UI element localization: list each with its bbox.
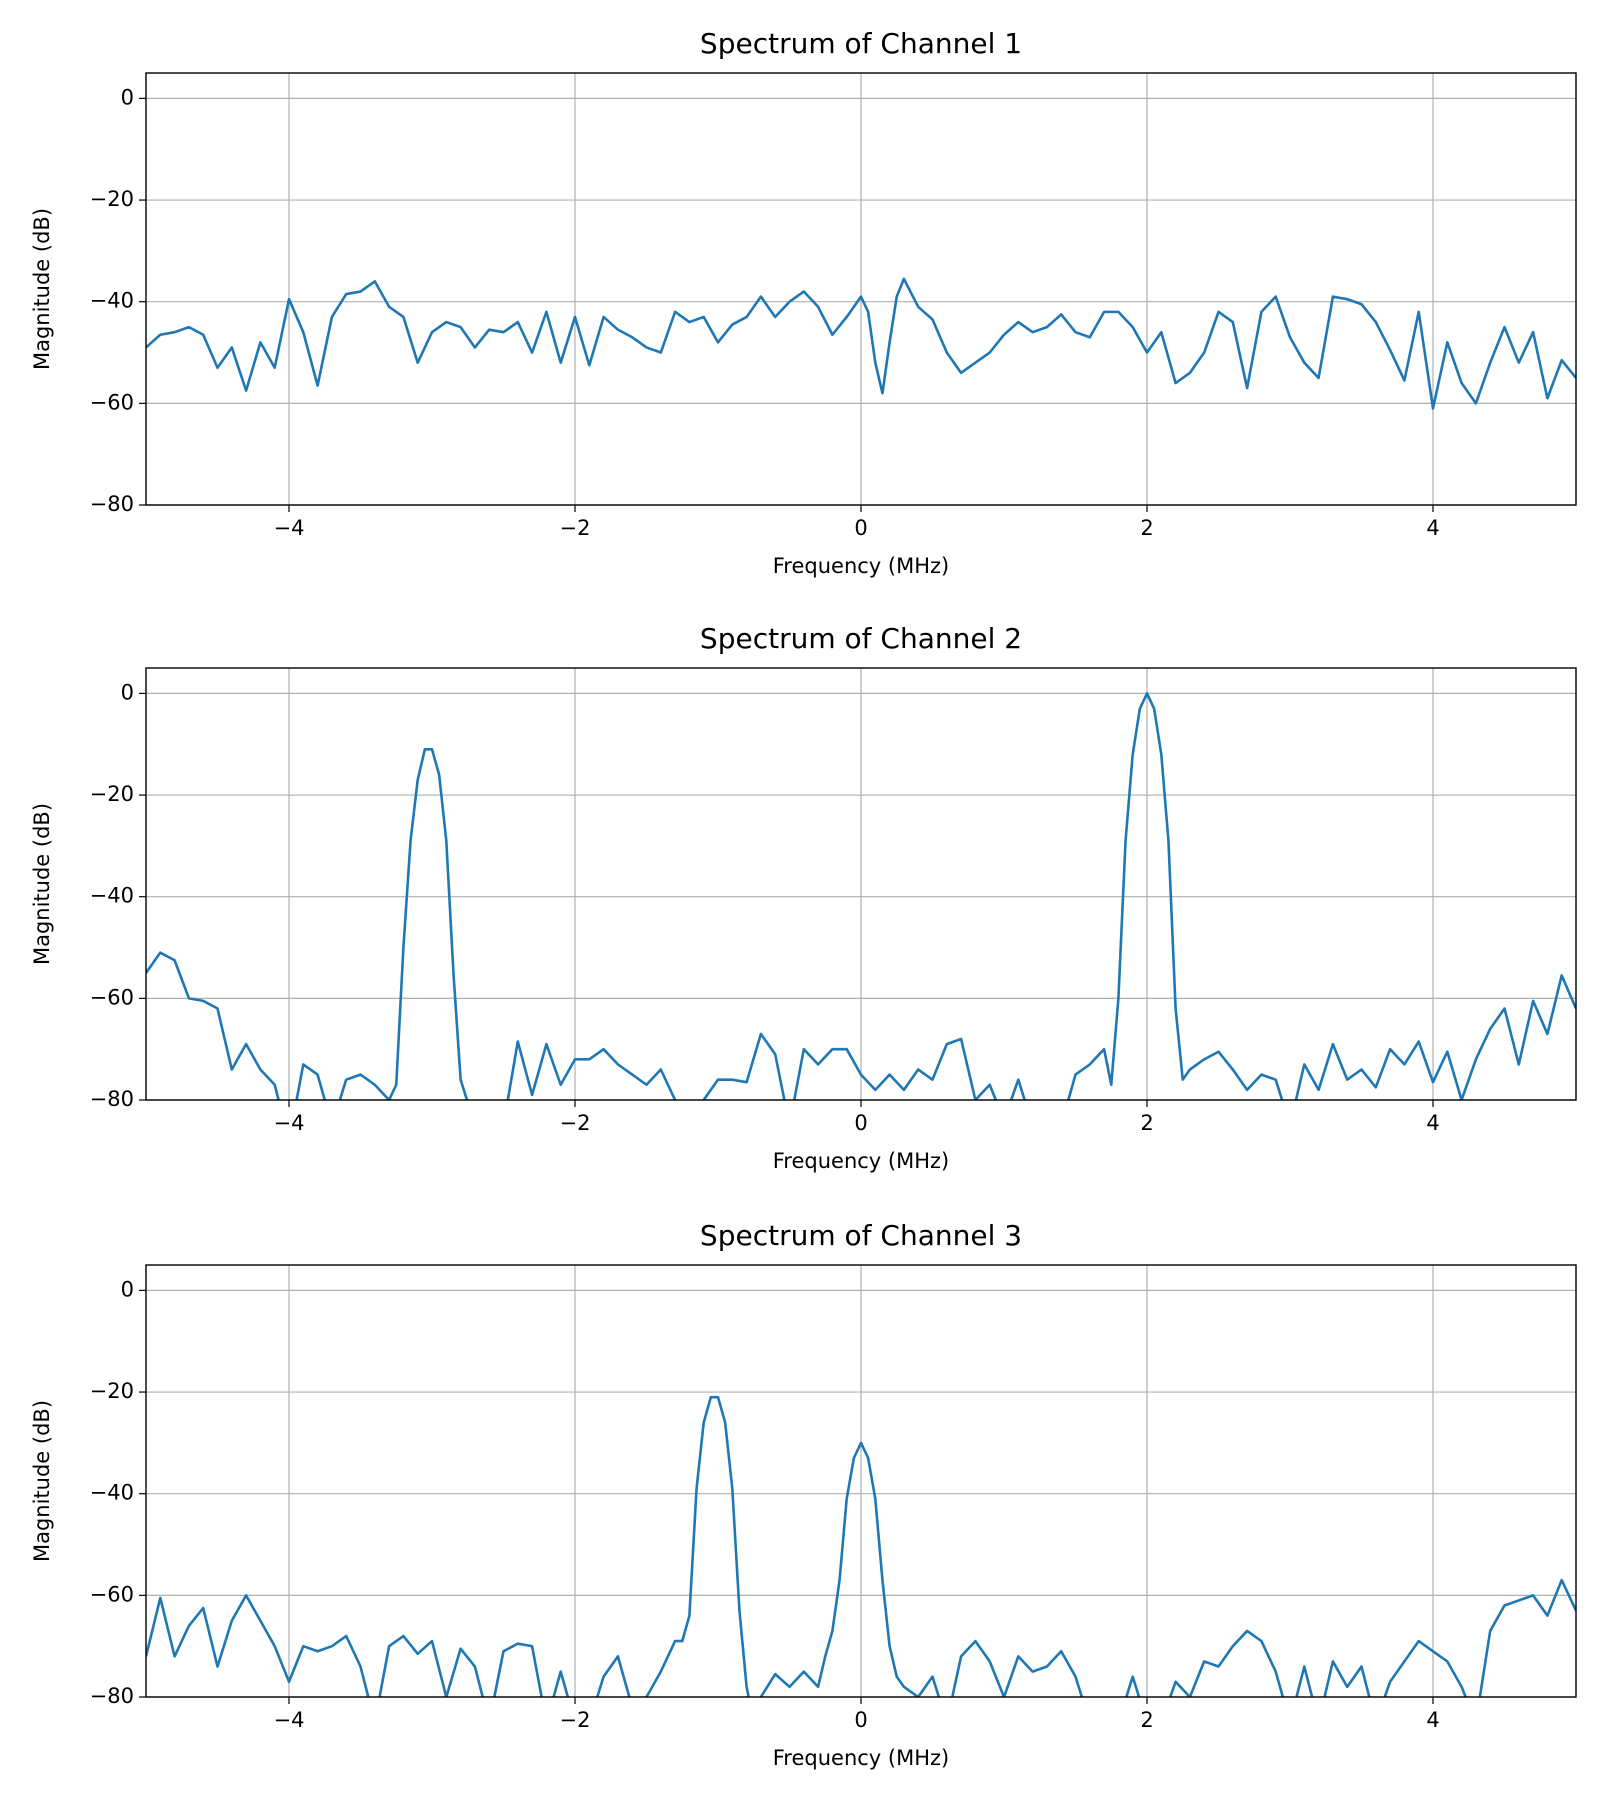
y-tick-label: −60 — [90, 390, 134, 414]
x-tick-label: −4 — [274, 1708, 305, 1732]
x-axis-label: Frequency (MHz) — [773, 1149, 949, 1173]
y-tick-label: −40 — [90, 1481, 134, 1505]
y-tick-label: 0 — [121, 680, 134, 704]
y-tick-label: −80 — [90, 492, 134, 516]
x-tick-label: −4 — [274, 1111, 305, 1135]
chart-title: Spectrum of Channel 2 — [700, 622, 1022, 655]
subplot: Spectrum of Channel 1−4 −2 0 2 4−80−60−40−20… — [30, 27, 1577, 578]
chart-title: Spectrum of Channel 1 — [700, 27, 1022, 60]
y-axis-label: Magnitude (dB) — [30, 208, 54, 370]
x-tick-label: 2 — [1140, 516, 1153, 540]
x-tick-label: 0 — [854, 1708, 867, 1732]
plot-frame — [145, 667, 1577, 1101]
y-tick-label: −60 — [90, 1582, 134, 1606]
x-axis-label: Frequency (MHz) — [773, 1746, 949, 1770]
y-axis-label: Magnitude (dB) — [30, 1400, 54, 1562]
y-tick-label: −40 — [90, 884, 134, 908]
subplot: Spectrum of Channel 3−4 −2 0 2 4−80−60−40−20… — [30, 1219, 1577, 1770]
y-tick-label: −60 — [90, 985, 134, 1009]
y-tick-label: 0 — [121, 1277, 134, 1301]
y-tick-label: −20 — [90, 187, 134, 211]
chart-title: Spectrum of Channel 3 — [700, 1219, 1022, 1252]
line-series — [146, 277, 1576, 410]
x-tick-label: 4 — [1426, 1111, 1439, 1135]
x-tick-label: 2 — [1140, 1111, 1153, 1135]
x-tick-label: −2 — [560, 1708, 591, 1732]
line-series — [146, 1395, 1576, 1697]
x-tick-label: 0 — [854, 516, 867, 540]
x-tick-label: −4 — [274, 516, 305, 540]
y-tick-label: −20 — [90, 1379, 134, 1403]
subplot: Spectrum of Channel 2−4 −2 0 2 4−80−60−40−20… — [30, 622, 1577, 1173]
plot-frame — [145, 72, 1577, 506]
x-tick-label: 2 — [1140, 1708, 1153, 1732]
plot-frame — [145, 1264, 1577, 1698]
y-tick-label: 0 — [121, 85, 134, 109]
y-tick-label: −40 — [90, 289, 134, 313]
y-tick-label: −80 — [90, 1684, 134, 1708]
x-tick-label: 4 — [1426, 1708, 1439, 1732]
x-tick-label: −2 — [560, 1111, 591, 1135]
x-tick-label: 4 — [1426, 516, 1439, 540]
y-tick-label: −80 — [90, 1087, 134, 1111]
y-tick-label: −20 — [90, 782, 134, 806]
line-series — [146, 692, 1576, 1100]
y-axis-label: Magnitude (dB) — [30, 803, 54, 965]
x-tick-label: −2 — [560, 516, 591, 540]
x-axis-label: Frequency (MHz) — [773, 554, 949, 578]
x-tick-label: 0 — [854, 1111, 867, 1135]
